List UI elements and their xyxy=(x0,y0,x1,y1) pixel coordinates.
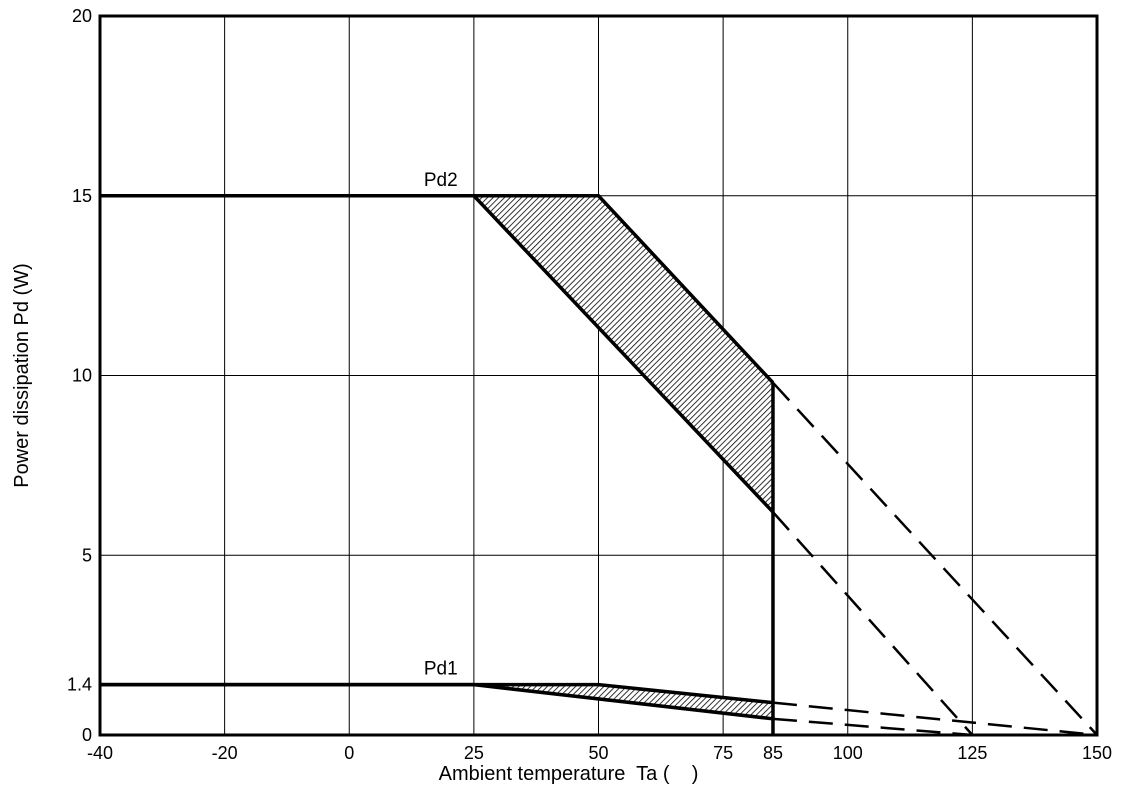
x-tick-label: 75 xyxy=(713,743,733,763)
x-tick-label: 150 xyxy=(1082,743,1112,763)
y-axis-title: Power dissipation Pd (W) xyxy=(11,263,33,488)
y-tick-label: 20 xyxy=(72,6,92,26)
x-axis-title: Ambient temperature Ta ( ) xyxy=(439,763,699,785)
x-tick-label: -40 xyxy=(87,743,113,763)
y-tick-label: 15 xyxy=(72,186,92,206)
dashed-upper-pd1 xyxy=(772,701,1098,737)
series-labels: Pd2 Pd1 xyxy=(424,170,458,680)
shaded-regions xyxy=(473,195,773,719)
y-tick-label: 10 xyxy=(72,366,92,386)
series-label-pd2: Pd2 xyxy=(424,170,458,191)
dashed-lower-pd1 xyxy=(772,717,973,737)
x-tick-label: 125 xyxy=(957,743,987,763)
x-tick-label: 25 xyxy=(464,743,484,763)
y-tick-label: 1.4 xyxy=(67,675,92,695)
x-tick-label: 85 xyxy=(763,743,783,763)
dashed-lower-pd2 xyxy=(772,511,974,736)
x-tick-label: 50 xyxy=(588,743,608,763)
dashed-upper-pd2 xyxy=(772,381,1098,736)
x-tick-label: 100 xyxy=(833,743,863,763)
plot-frame xyxy=(98,14,1099,737)
series-label-pd1: Pd1 xyxy=(424,659,458,680)
series-lower-pd2 xyxy=(100,194,775,514)
x-tick-label: 0 xyxy=(344,743,354,763)
tick-labels: -40 -20 0 25 50 75 85 100 125 150 0 1.4 5 10 15 20 xyxy=(67,6,1112,763)
grid xyxy=(99,15,1098,736)
x-tick-label: -20 xyxy=(212,743,238,763)
y-tick-label: 0 xyxy=(82,725,92,745)
y-tick-label: 5 xyxy=(82,545,92,565)
series-lower-pd1 xyxy=(100,682,774,721)
series-lines xyxy=(100,194,1098,737)
